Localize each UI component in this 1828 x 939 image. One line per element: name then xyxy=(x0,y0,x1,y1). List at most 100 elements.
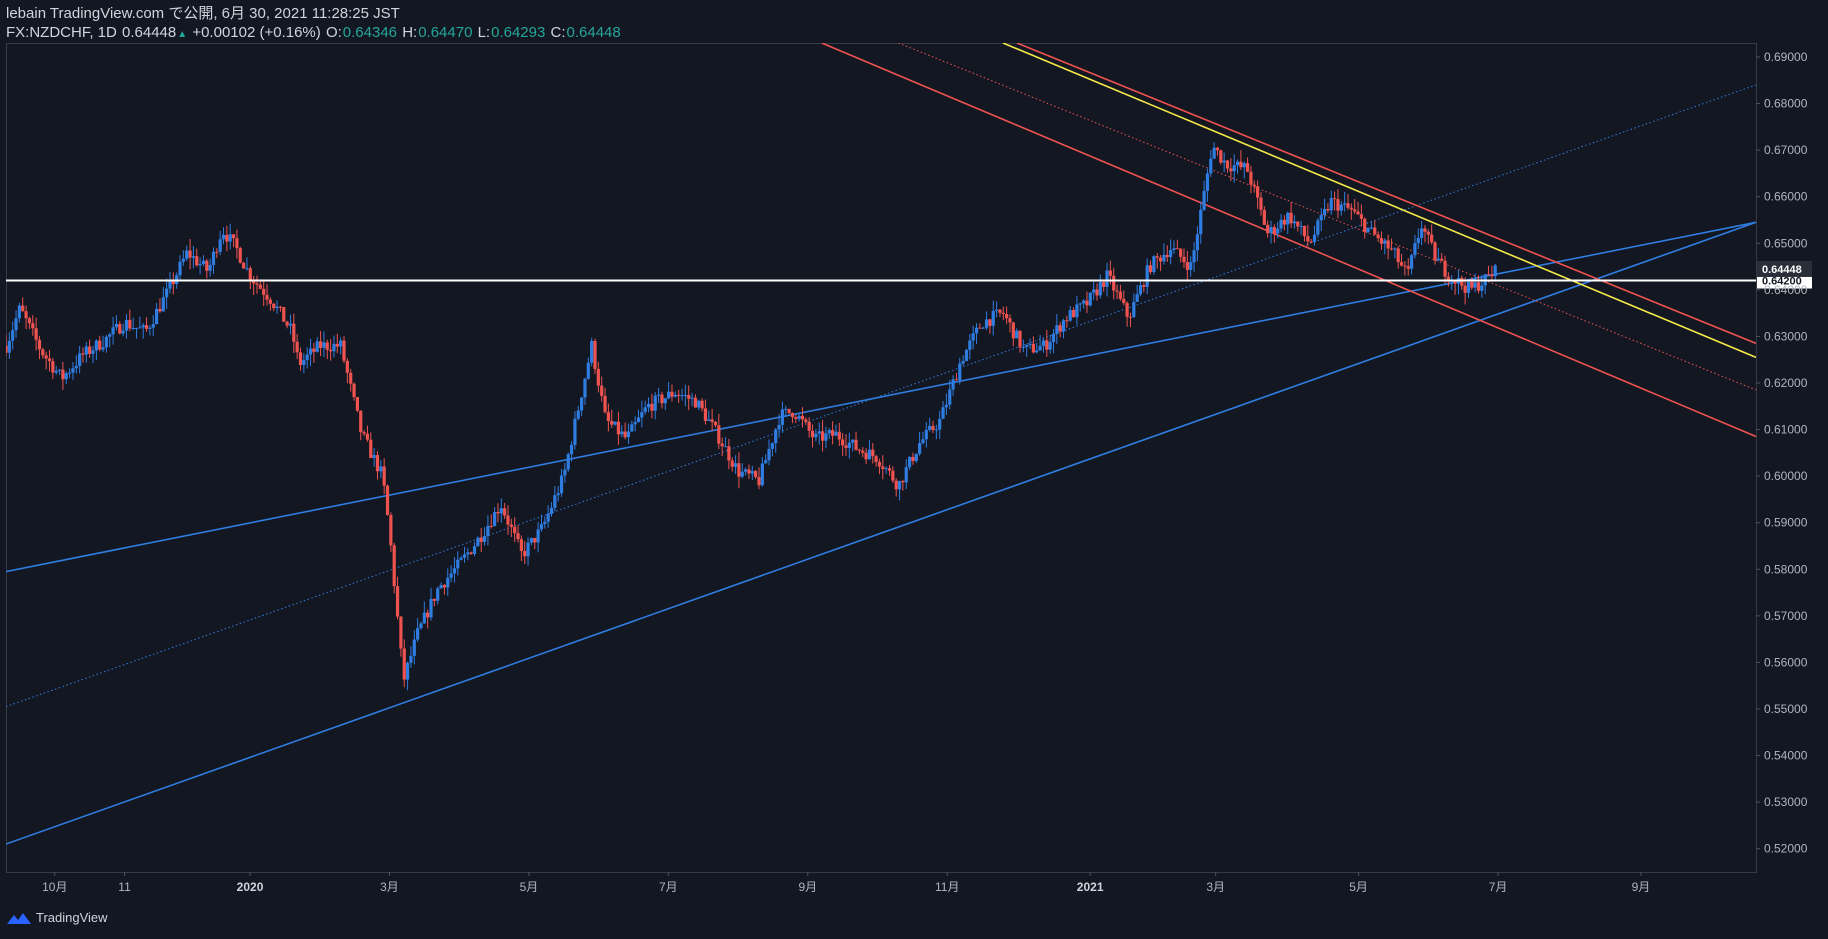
candle-body xyxy=(1349,207,1353,210)
candle-body xyxy=(138,327,142,329)
candle-body xyxy=(814,433,818,438)
candle-body xyxy=(703,408,708,421)
candle-body xyxy=(1135,294,1139,302)
candle-body xyxy=(456,559,460,569)
candle-body xyxy=(938,418,942,430)
candle-body xyxy=(275,306,279,309)
candle-body xyxy=(1339,204,1343,211)
candle-body xyxy=(1426,231,1430,235)
candle-body xyxy=(493,512,497,527)
candle-body xyxy=(195,256,199,266)
candle-body xyxy=(121,330,125,334)
candle-body xyxy=(1473,282,1477,288)
candle-body xyxy=(1112,275,1116,291)
footer: TradingView xyxy=(6,910,108,925)
candle-body xyxy=(211,251,216,266)
candle-body xyxy=(529,538,534,543)
candle-body xyxy=(794,417,798,419)
candle-body xyxy=(255,283,259,285)
candle-body xyxy=(1379,238,1384,244)
candle-body xyxy=(305,354,309,360)
candle-body xyxy=(171,280,175,285)
candle-body xyxy=(546,513,550,522)
candle-body xyxy=(1145,265,1149,287)
close-value: 0.64448 xyxy=(566,24,621,41)
candle-body xyxy=(790,412,795,418)
candle-body xyxy=(503,508,507,516)
candle-body xyxy=(452,568,457,574)
candle-body xyxy=(365,433,370,440)
candle-body xyxy=(385,485,390,516)
candle-body xyxy=(760,463,764,486)
candle-body xyxy=(168,280,172,289)
candle-body xyxy=(1092,289,1096,293)
price-axis[interactable]: 0.52000 0.53000 0.54000 0.55000 0.56000 0.570… xyxy=(1756,50,1812,856)
candle-body xyxy=(1376,234,1380,239)
candle-body xyxy=(723,446,728,448)
candle-body xyxy=(1443,260,1447,277)
candle-body xyxy=(1256,186,1260,198)
candle-body xyxy=(1128,316,1133,318)
candle-body xyxy=(971,333,975,341)
candle-body xyxy=(549,507,554,514)
candle-body xyxy=(1025,344,1029,347)
candle-body xyxy=(1329,198,1333,211)
candle-body xyxy=(539,524,544,530)
price-tick-label: 0.62000 xyxy=(1764,376,1808,390)
candle-body xyxy=(78,353,82,366)
candle-body xyxy=(442,585,447,588)
candle-body xyxy=(278,306,283,308)
candle-body xyxy=(41,349,45,356)
candle-body xyxy=(914,453,918,462)
candle-body xyxy=(610,420,614,425)
candle-body xyxy=(1098,282,1102,296)
candle-body xyxy=(897,481,902,490)
candle-body xyxy=(834,431,838,436)
time-tick-label: 5月 xyxy=(520,880,539,894)
candle-body xyxy=(1312,234,1317,243)
candle-body xyxy=(1095,289,1099,296)
candle-body xyxy=(486,525,490,537)
candle-body xyxy=(710,419,714,422)
candle-body xyxy=(1306,236,1310,242)
candle-body xyxy=(1195,234,1199,251)
time-axis[interactable]: 10月 11 2020 3月 5月 7月 9月 11月 2021 3月 5月 7月 9月 xyxy=(42,872,1650,894)
candle-body xyxy=(268,299,272,304)
candle-body xyxy=(764,460,768,464)
candle-body xyxy=(496,512,500,514)
candle-body xyxy=(754,471,758,478)
candle-body xyxy=(131,328,135,330)
candle-body xyxy=(188,250,192,258)
candle-body xyxy=(429,598,433,618)
candle-body xyxy=(302,359,306,365)
price-tick-label: 0.58000 xyxy=(1764,562,1808,576)
candle-body xyxy=(144,325,149,329)
candle-body xyxy=(1266,224,1270,234)
candle-body xyxy=(1075,304,1079,318)
candle-body xyxy=(1028,343,1032,345)
candle-body xyxy=(459,557,463,560)
level-price-label: 0.64200 xyxy=(1762,276,1802,288)
candle-body xyxy=(1192,250,1196,263)
candle-body xyxy=(1316,220,1320,235)
candle-body xyxy=(854,439,858,450)
candle-body xyxy=(1393,248,1397,250)
price-tick-label: 0.69000 xyxy=(1764,50,1808,64)
candle-body xyxy=(335,343,339,347)
yellow-trendline xyxy=(1002,43,1756,359)
chart-header: lebain TradingView.com で公開, 6月 30, 2021 … xyxy=(6,4,622,44)
candle-body xyxy=(944,404,948,408)
candle-body xyxy=(804,419,808,422)
candle-body xyxy=(1162,254,1166,262)
candle-body xyxy=(673,394,677,397)
candle-body xyxy=(389,515,393,546)
price-tick-label: 0.63000 xyxy=(1764,329,1808,343)
candle-body xyxy=(1205,173,1210,191)
candle-body xyxy=(1118,291,1123,299)
candle-body xyxy=(626,431,631,438)
candle-body xyxy=(1486,274,1491,276)
candle-body xyxy=(687,395,691,399)
candle-body xyxy=(1336,199,1340,211)
candle-body xyxy=(784,408,788,410)
